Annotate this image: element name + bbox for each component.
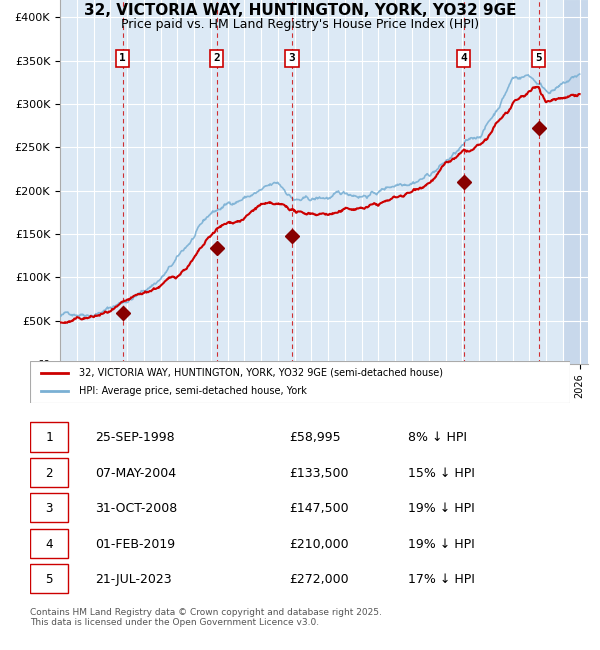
Text: 19% ↓ HPI: 19% ↓ HPI bbox=[408, 538, 475, 551]
Text: £133,500: £133,500 bbox=[289, 467, 349, 480]
Text: 21-JUL-2023: 21-JUL-2023 bbox=[95, 573, 172, 586]
Text: 2: 2 bbox=[214, 53, 220, 63]
FancyBboxPatch shape bbox=[30, 361, 570, 403]
Text: 3: 3 bbox=[289, 53, 295, 63]
Text: 2: 2 bbox=[45, 467, 53, 480]
Text: Price paid vs. HM Land Registry's House Price Index (HPI): Price paid vs. HM Land Registry's House … bbox=[121, 18, 479, 31]
Text: 15% ↓ HPI: 15% ↓ HPI bbox=[408, 467, 475, 480]
Text: 07-MAY-2004: 07-MAY-2004 bbox=[95, 467, 176, 480]
Text: 19% ↓ HPI: 19% ↓ HPI bbox=[408, 502, 475, 515]
Text: £147,500: £147,500 bbox=[289, 502, 349, 515]
Text: 4: 4 bbox=[45, 538, 53, 551]
Text: 31-OCT-2008: 31-OCT-2008 bbox=[95, 502, 177, 515]
Bar bbox=[563, 0, 588, 364]
Text: 5: 5 bbox=[45, 573, 53, 586]
Text: 1: 1 bbox=[119, 53, 126, 63]
Text: 5: 5 bbox=[535, 53, 542, 63]
Text: £272,000: £272,000 bbox=[289, 573, 349, 586]
FancyBboxPatch shape bbox=[30, 564, 68, 593]
Text: £210,000: £210,000 bbox=[289, 538, 349, 551]
FancyBboxPatch shape bbox=[30, 493, 68, 523]
Text: 3: 3 bbox=[45, 502, 53, 515]
FancyBboxPatch shape bbox=[30, 528, 68, 558]
Text: Contains HM Land Registry data © Crown copyright and database right 2025.
This d: Contains HM Land Registry data © Crown c… bbox=[30, 608, 382, 627]
Text: HPI: Average price, semi-detached house, York: HPI: Average price, semi-detached house,… bbox=[79, 386, 307, 396]
Text: 32, VICTORIA WAY, HUNTINGTON, YORK, YO32 9GE (semi-detached house): 32, VICTORIA WAY, HUNTINGTON, YORK, YO32… bbox=[79, 368, 443, 378]
Text: 1: 1 bbox=[45, 432, 53, 445]
Text: 8% ↓ HPI: 8% ↓ HPI bbox=[408, 432, 467, 445]
Text: £58,995: £58,995 bbox=[289, 432, 341, 445]
Text: 4: 4 bbox=[460, 53, 467, 63]
Text: 32, VICTORIA WAY, HUNTINGTON, YORK, YO32 9GE: 32, VICTORIA WAY, HUNTINGTON, YORK, YO32… bbox=[84, 3, 516, 18]
FancyBboxPatch shape bbox=[30, 422, 68, 452]
Text: 17% ↓ HPI: 17% ↓ HPI bbox=[408, 573, 475, 586]
Text: 01-FEB-2019: 01-FEB-2019 bbox=[95, 538, 175, 551]
Text: 25-SEP-1998: 25-SEP-1998 bbox=[95, 432, 175, 445]
FancyBboxPatch shape bbox=[30, 458, 68, 487]
